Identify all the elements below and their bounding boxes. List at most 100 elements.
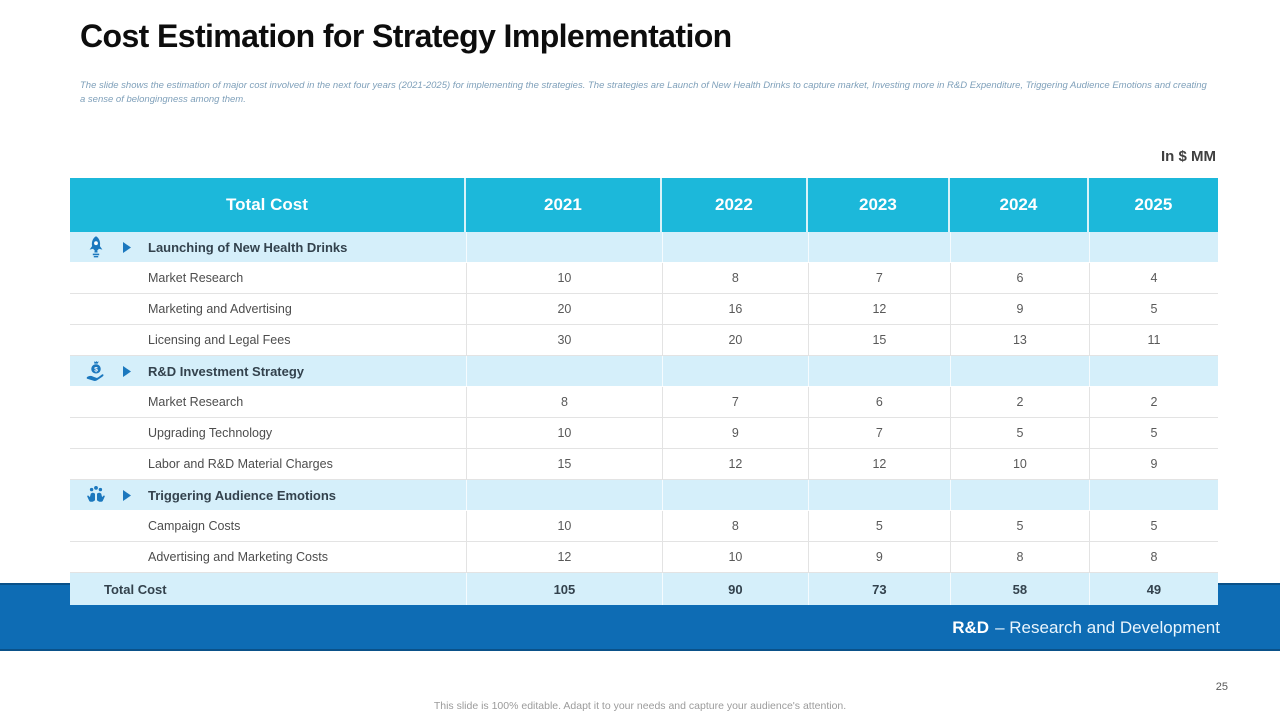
total-value: 58 [949,573,1089,605]
page-title: Cost Estimation for Strategy Implementat… [80,18,732,54]
unit-label: In $ MM [1161,148,1216,165]
total-value: 49 [1088,573,1218,605]
page-number: 25 [1215,681,1228,693]
launch-icon [83,234,109,260]
group-empty-cell [807,356,950,386]
group-empty-cell [807,232,950,262]
group-empty-cell [1088,356,1218,386]
group-empty-cell [1088,480,1218,510]
row-label: Market Research [148,271,244,285]
table-header-row: Total Cost 2021 2022 2023 2024 2025 [70,178,1218,232]
row-label: Labor and R&D Material Charges [148,457,333,471]
group-header-cell: $ R&D Investment Strategy [70,356,466,386]
header-year-2022: 2022 [661,178,808,232]
group-empty-cell [661,356,808,386]
group-row: $ R&D Investment Strategy [70,356,1218,387]
header-total-cost: Total Cost [70,178,466,232]
header-year-2025: 2025 [1088,178,1218,232]
cell-value: 6 [949,263,1089,293]
cell-value: 8 [465,387,662,417]
cell-value: 12 [661,449,808,479]
cell-value: 16 [661,294,808,324]
row-label: Advertising and Marketing Costs [148,550,328,564]
banner-desc: – Research and Development [995,618,1220,637]
group-header-cell: Triggering Audience Emotions [70,480,466,510]
group-label: Triggering Audience Emotions [148,487,337,503]
banner-abbr: R&D [952,618,990,637]
cell-value: 8 [661,511,808,541]
table-row: Marketing and Advertising 20 16 12 9 5 [70,294,1218,325]
row-label: Campaign Costs [148,519,241,533]
group-row: Launching of New Health Drinks [70,232,1218,263]
banner-legend: R&D – Research and Development [952,618,1220,638]
cell-value: 9 [1088,449,1218,479]
header-year-2021: 2021 [465,178,662,232]
table-row: Campaign Costs 10 8 5 5 5 [70,511,1218,542]
cell-value: 8 [1088,542,1218,572]
group-empty-cell [661,232,808,262]
table-row: Labor and R&D Material Charges 15 12 12 10 9 [70,449,1218,480]
table-row: Market Research 10 8 7 6 4 [70,263,1218,294]
cell-value: 10 [661,542,808,572]
group-empty-cell [465,232,662,262]
row-label: Marketing and Advertising [148,302,292,316]
group-empty-cell [1088,232,1218,262]
cell-value: 9 [949,294,1089,324]
row-label: Upgrading Technology [148,426,273,440]
cell-value: 10 [465,511,662,541]
cell-value: 4 [1088,263,1218,293]
row-label: Licensing and Legal Fees [148,333,291,347]
total-value: 90 [661,573,808,605]
cell-value: 2 [1088,387,1218,417]
arrow-right-icon [123,365,131,377]
cell-value: 5 [1088,418,1218,448]
total-label: Total Cost [104,581,167,597]
table-row: Advertising and Marketing Costs 12 10 9 8 8 [70,542,1218,573]
group-empty-cell [807,480,950,510]
cell-value: 5 [1088,294,1218,324]
cell-value: 5 [1088,511,1218,541]
cell-value: 8 [949,542,1089,572]
cell-value: 7 [807,263,950,293]
cell-value: 13 [949,325,1089,355]
total-value: 73 [807,573,950,605]
header-year-2023: 2023 [807,178,950,232]
cell-value: 12 [807,294,950,324]
table-row: Licensing and Legal Fees 30 20 15 13 11 [70,325,1218,356]
cell-value: 15 [465,449,662,479]
cell-value: 2 [949,387,1089,417]
cell-value: 5 [807,511,950,541]
svg-text:$: $ [94,366,98,373]
footer-note: This slide is 100% editable. Adapt it to… [433,700,847,712]
cell-value: 12 [465,542,662,572]
table-row: Upgrading Technology 10 9 7 5 5 [70,418,1218,449]
group-label: Launching of New Health Drinks [148,239,348,255]
group-header-cell: Launching of New Health Drinks [70,232,466,262]
table-row: Market Research 8 7 6 2 2 [70,387,1218,418]
audience-icon [83,482,109,508]
group-empty-cell [465,356,662,386]
cell-value: 5 [949,418,1089,448]
cell-value: 10 [949,449,1089,479]
total-row: Total Cost 105 90 73 58 49 [70,573,1218,605]
investment-icon: $ [83,358,109,384]
arrow-right-icon [123,241,131,253]
slide-description: The slide shows the estimation of major … [80,80,1207,105]
total-value: 105 [465,573,662,605]
cell-value: 20 [661,325,808,355]
cell-value: 7 [661,387,808,417]
cell-value: 10 [465,418,662,448]
cell-value: 6 [807,387,950,417]
arrow-right-icon [123,489,131,501]
cell-value: 9 [807,542,950,572]
cost-table: Total Cost 2021 2022 2023 2024 2025 Launching … [70,178,1218,605]
cell-value: 9 [661,418,808,448]
group-empty-cell [949,356,1089,386]
group-row: Triggering Audience Emotions [70,480,1218,511]
cell-value: 15 [807,325,950,355]
cell-value: 20 [465,294,662,324]
row-label: Market Research [148,395,244,409]
group-empty-cell [949,232,1089,262]
group-label: R&D Investment Strategy [148,363,305,379]
cell-value: 10 [465,263,662,293]
